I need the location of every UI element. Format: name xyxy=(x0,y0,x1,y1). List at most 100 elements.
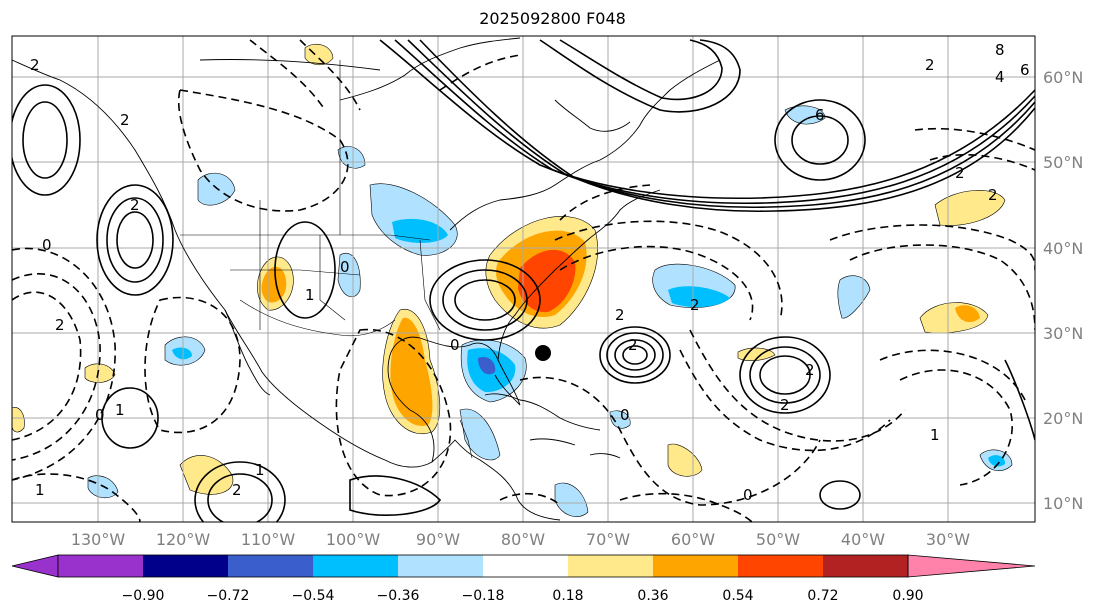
political-borders xyxy=(180,60,473,459)
lon-label: 80°W xyxy=(501,530,545,549)
lat-label: 50°N xyxy=(1043,153,1083,172)
positive-anomaly-area xyxy=(84,363,116,383)
shading-layer xyxy=(12,43,1013,517)
colorbar-segment xyxy=(823,555,908,577)
colorbar-extend-high xyxy=(907,554,1036,578)
contour-label: 0 xyxy=(450,336,460,354)
negative-anomaly-area xyxy=(988,455,1006,467)
negative-anomaly-area xyxy=(478,356,496,375)
contour-label: 0 xyxy=(42,236,52,254)
contour-label: 2 xyxy=(690,296,700,314)
contour-label: 2 xyxy=(30,56,40,74)
contour-label: 6 xyxy=(815,106,825,124)
contour-label: 1 xyxy=(930,426,940,444)
colorbar-tick-label: −0.36 xyxy=(377,588,420,604)
lon-label: 50°W xyxy=(756,530,800,549)
contour-label: 2 xyxy=(628,336,638,354)
colorbar-outline xyxy=(57,554,909,578)
colorbar-tick-label: −0.54 xyxy=(292,588,335,604)
colorbar-segment xyxy=(313,555,398,577)
negative-anomaly-area xyxy=(197,172,236,206)
lon-label: 70°W xyxy=(586,530,630,549)
negative-anomaly-area xyxy=(337,253,361,298)
colorbar-tick-label: 0.18 xyxy=(552,588,583,604)
colorbar-segment xyxy=(738,555,823,577)
colorbar-tick-label: 0.36 xyxy=(637,588,668,604)
positive-anomaly-area xyxy=(12,407,25,433)
contour-label: 2 xyxy=(130,196,140,214)
contour-label: 2 xyxy=(232,481,242,499)
negative-anomaly-area xyxy=(459,408,501,461)
colorbar-segment xyxy=(568,555,653,577)
storm-position-dot xyxy=(535,345,551,361)
lon-label: 40°W xyxy=(841,530,885,549)
negative-anomaly-area xyxy=(837,275,871,319)
colorbar-segment xyxy=(228,555,313,577)
colorbar-segment xyxy=(143,555,228,577)
contour-label: 0 xyxy=(340,258,350,276)
contour-label: 2 xyxy=(55,316,65,334)
contour-labels: 8 6 4 6 2 2 2 0 2 0 2 2 1 1 0 1 2 2 1 0 … xyxy=(30,41,1030,504)
lon-label: 110°W xyxy=(241,530,296,549)
coastlines xyxy=(12,37,721,521)
contour-label: 2 xyxy=(955,164,965,182)
positive-anomaly-area xyxy=(955,305,980,323)
lon-label: 60°W xyxy=(671,530,715,549)
colorbar-tick-label: −0.18 xyxy=(462,588,505,604)
negative-anomaly-area xyxy=(784,105,826,125)
contour-label: 2 xyxy=(120,111,130,129)
lat-label: 30°N xyxy=(1043,324,1083,343)
graticule xyxy=(12,36,1035,522)
contour-label: 0 xyxy=(620,406,630,424)
positive-anomaly-area xyxy=(667,443,703,477)
lon-label: 90°W xyxy=(416,530,460,549)
lat-label: 40°N xyxy=(1043,239,1083,258)
map-frame xyxy=(11,35,1036,523)
contour-label: 1 xyxy=(255,461,265,479)
colorbar-segment xyxy=(653,555,738,577)
lon-label: 30°W xyxy=(926,530,970,549)
positive-anomaly-area xyxy=(934,190,1006,226)
lat-label: 60°N xyxy=(1043,68,1083,87)
colorbar-segment xyxy=(398,555,483,577)
colorbar-tick-label: −0.90 xyxy=(122,588,165,604)
colorbar-tick-label: 0.54 xyxy=(722,588,753,604)
negative-anomaly-area xyxy=(337,146,366,169)
contour-label: 2 xyxy=(925,56,935,74)
positive-anomaly-area xyxy=(518,249,576,313)
contour-label: 6 xyxy=(1020,61,1030,79)
contour-label: 2 xyxy=(780,396,790,414)
latitude-labels: 60°N 50°N 40°N 30°N 20°N 10°N xyxy=(1043,68,1083,513)
lon-label: 130°W xyxy=(71,530,126,549)
map-title: 2025092800 F048 xyxy=(479,9,626,28)
colorbar-tick-label: 0.72 xyxy=(807,588,838,604)
colorbar-extend-low xyxy=(11,554,59,578)
contour-label: 2 xyxy=(615,306,625,324)
negative-anomaly-area xyxy=(668,286,730,308)
lon-label: 120°W xyxy=(156,530,211,549)
contour-label: 2 xyxy=(988,186,998,204)
colorbar: −0.90 −0.72 −0.54 −0.36 −0.18 0.18 0.36 … xyxy=(11,554,1036,604)
contour-label: 4 xyxy=(995,68,1005,86)
lat-label: 20°N xyxy=(1043,409,1083,428)
colorbar-tick-label: 0.90 xyxy=(892,588,923,604)
colorbar-segment xyxy=(483,555,568,577)
negative-anomaly-area xyxy=(609,410,631,429)
negative-anomaly-area xyxy=(554,482,589,517)
contour-label: 2 xyxy=(805,361,815,379)
longitude-labels: 130°W 120°W 110°W 100°W 90°W 80°W 70°W 6… xyxy=(71,530,970,549)
contour-label: 1 xyxy=(35,481,45,499)
contour-label: 1 xyxy=(305,286,315,304)
contour-label: 1 xyxy=(115,401,125,419)
lat-label: 10°N xyxy=(1043,494,1083,513)
contour-label: 8 xyxy=(995,41,1005,59)
contour-label: 0 xyxy=(743,486,753,504)
contour-label: 0 xyxy=(95,406,105,424)
contour-lines-positive xyxy=(12,39,1035,522)
positive-anomaly-area xyxy=(390,317,433,426)
lon-label: 100°W xyxy=(326,530,381,549)
contour-lines-negative xyxy=(12,39,1035,522)
colorbar-tick-label: −0.72 xyxy=(207,588,250,604)
positive-anomaly-area xyxy=(304,43,334,66)
